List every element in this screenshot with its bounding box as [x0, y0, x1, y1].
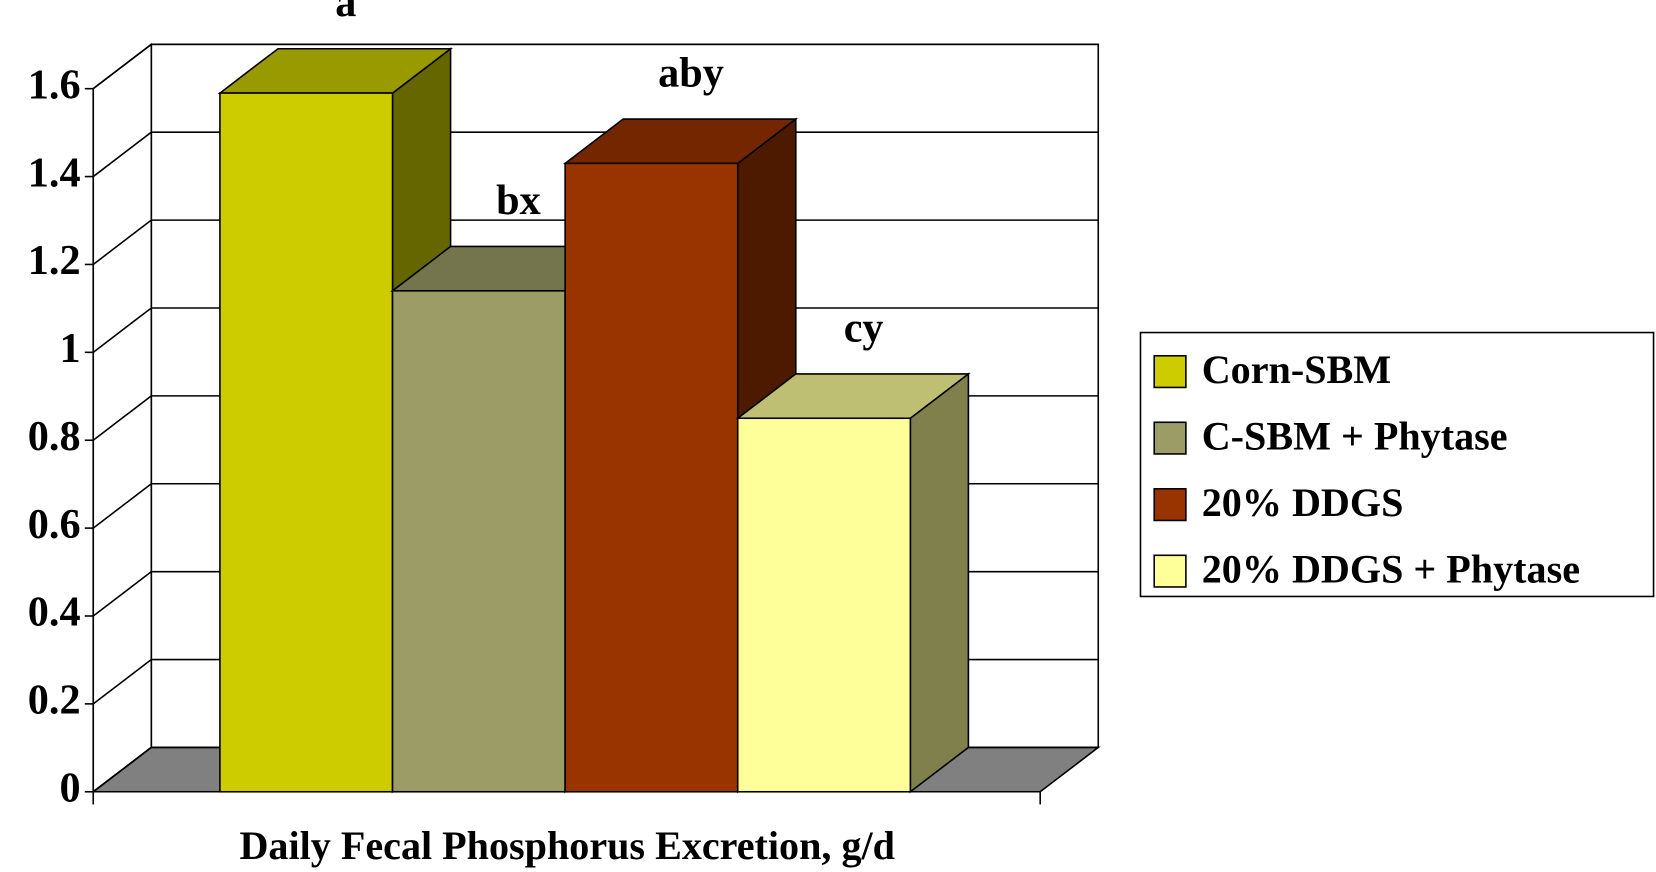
x-axis-title: Daily Fecal Phosphorus Excretion, g/d	[239, 823, 895, 868]
bar-side	[909, 372, 970, 794]
bar	[564, 162, 739, 793]
bar	[391, 290, 566, 793]
data-label: cy	[844, 304, 884, 351]
legend-box	[1139, 331, 1655, 598]
y-tick-label: 1.6	[28, 61, 81, 108]
legend-swatch	[1153, 554, 1187, 588]
data-label: bx	[496, 177, 541, 224]
y-tick-label: 0.4	[28, 589, 81, 636]
bar	[219, 92, 394, 793]
y-tick-label: 0.8	[28, 413, 81, 460]
data-label: a	[335, 0, 356, 26]
legend-label: 20% DDGS + Phytase	[1202, 546, 1580, 591]
y-tick-label: 0.6	[28, 501, 81, 548]
grid-line	[92, 43, 1099, 90]
legend-label: Corn-SBM	[1202, 347, 1391, 392]
y-tick-label: 1	[59, 325, 80, 372]
legend-label: 20% DDGS	[1202, 480, 1404, 525]
y-tick-label: 0.2	[28, 677, 81, 724]
data-label: aby	[658, 50, 724, 97]
legend-label: C-SBM + Phytase	[1202, 413, 1508, 458]
bar	[736, 417, 912, 793]
legend-swatch	[1153, 487, 1187, 522]
y-tick-label: 1.4	[28, 149, 81, 196]
legend-swatch	[1153, 421, 1187, 455]
y-tick-label: 1.2	[28, 237, 81, 284]
y-tick-label: 0	[59, 764, 80, 811]
legend-swatch	[1153, 354, 1187, 389]
